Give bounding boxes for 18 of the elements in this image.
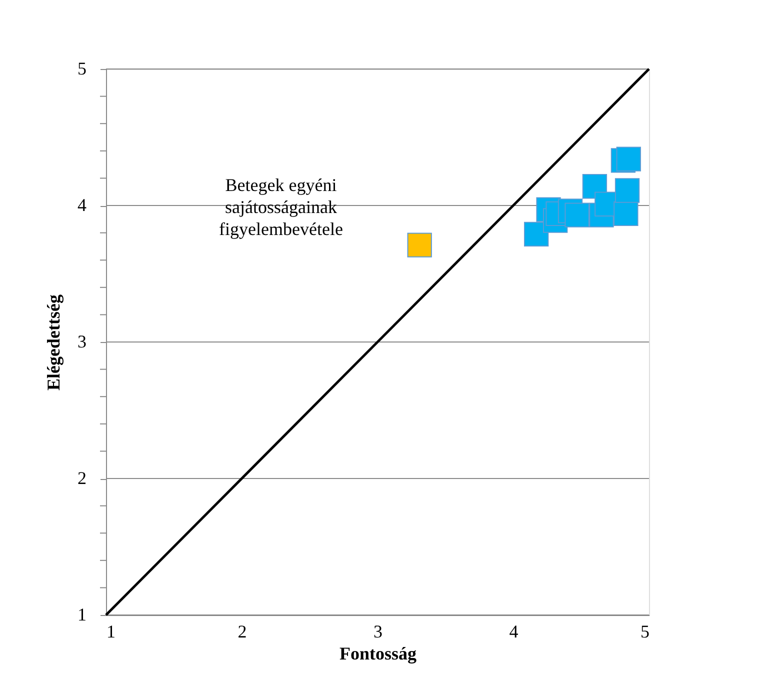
annotation: Betegek egyéni sajátosságainak figyelembevétele bbox=[219, 175, 343, 239]
point bbox=[564, 202, 590, 228]
y-tick-label: 1 bbox=[78, 604, 86, 624]
point bbox=[407, 232, 432, 258]
y-axis-title: Elégedettség bbox=[44, 294, 64, 390]
x-tick-label: 3 bbox=[374, 622, 382, 642]
y-tick-label: 2 bbox=[78, 468, 86, 488]
point bbox=[614, 178, 640, 203]
x-tick-label: 2 bbox=[238, 622, 247, 642]
x-tick-label: 5 bbox=[640, 622, 650, 642]
point bbox=[616, 146, 641, 172]
y-tick-label: 3 bbox=[78, 332, 86, 352]
x-tick-label: 4 bbox=[509, 622, 518, 642]
x-tick-label: 1 bbox=[106, 622, 116, 642]
point bbox=[614, 201, 638, 226]
x-axis-title: Fontosság bbox=[339, 644, 417, 664]
y-tick-label: 4 bbox=[78, 195, 86, 215]
y-tick-label: 5 bbox=[78, 58, 86, 78]
